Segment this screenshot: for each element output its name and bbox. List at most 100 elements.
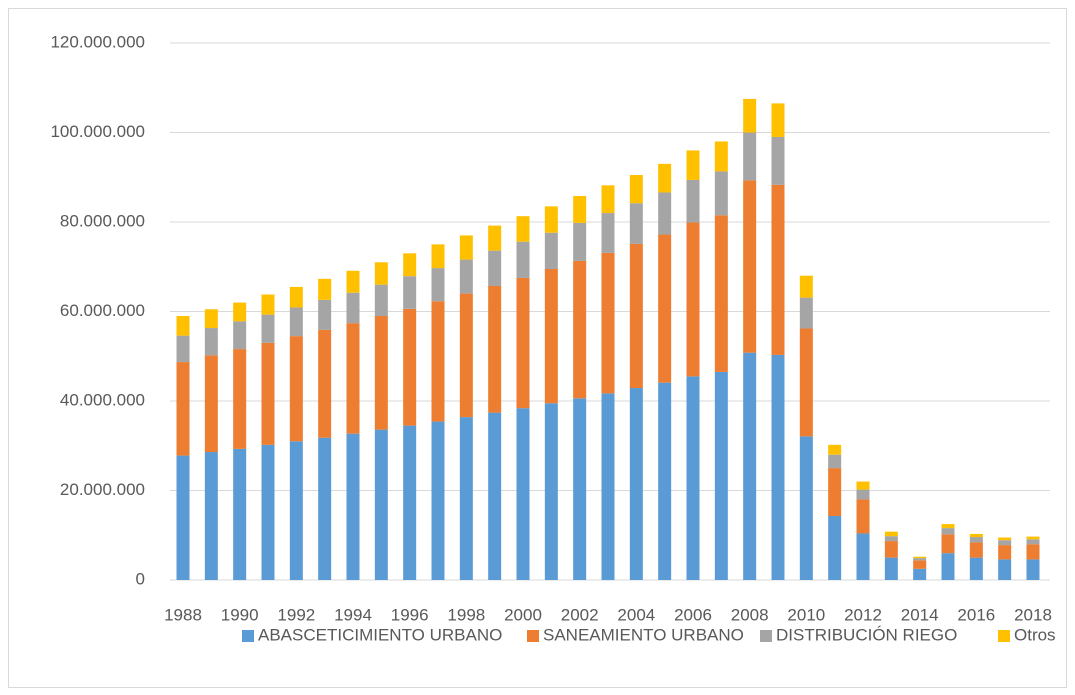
x-tick-label: 2012	[844, 605, 882, 624]
bar-segment	[629, 388, 643, 580]
bar-segment	[771, 354, 785, 580]
bar-segment	[573, 196, 587, 223]
bar-segment	[1026, 536, 1040, 540]
bar-segment	[176, 315, 190, 336]
x-tick-label: 2004	[617, 605, 655, 624]
bar-segment	[374, 315, 388, 430]
bar-segment	[346, 270, 360, 293]
bar-segment	[573, 260, 587, 399]
y-tick-label: 100.000.000	[50, 122, 145, 141]
bar-segment	[346, 292, 360, 324]
bar-segment	[233, 302, 247, 322]
bar-segment	[233, 349, 247, 449]
x-tick-label: 1994	[334, 605, 372, 624]
bar-segment	[941, 524, 955, 529]
bar-segment	[969, 533, 983, 538]
y-tick-label: 40.000.000	[60, 390, 145, 409]
bar-segment	[686, 222, 700, 377]
bar-segment	[771, 103, 785, 137]
y-tick-label: 20.000.000	[60, 480, 145, 499]
legend-swatch	[242, 630, 254, 642]
bar-segment	[799, 328, 813, 437]
x-tick-label: 2000	[504, 605, 542, 624]
bar-segment	[856, 481, 870, 490]
bar-segment	[544, 206, 558, 233]
bar-segment	[799, 275, 813, 298]
bar-segment	[544, 268, 558, 404]
bar-segment	[941, 534, 955, 554]
bar-segment	[403, 253, 417, 277]
bar-segment	[714, 371, 728, 580]
bar-segment	[658, 163, 672, 193]
bar-segment	[289, 441, 303, 580]
bar-segment	[431, 421, 445, 580]
bar-segment	[743, 132, 757, 181]
x-tick-label: 2002	[561, 605, 599, 624]
bar-segment	[204, 309, 218, 329]
bar-segment	[969, 537, 983, 543]
bar-segment	[318, 437, 332, 580]
y-tick-label: 0	[136, 569, 145, 588]
bar-segment	[629, 243, 643, 389]
bar-segment	[686, 150, 700, 180]
bar-segment	[544, 232, 558, 269]
bar-segment	[913, 558, 927, 561]
x-tick-label: 2016	[957, 605, 995, 624]
bar-segment	[403, 276, 417, 309]
x-tick-label: 1998	[447, 605, 485, 624]
bar-segment	[204, 452, 218, 580]
bar-segment	[771, 136, 785, 185]
legend-label: Otros	[1014, 625, 1056, 644]
bar-segment	[998, 545, 1012, 560]
bar-segment	[346, 323, 360, 434]
bar-segment	[913, 568, 927, 580]
chart-border	[8, 8, 1067, 688]
bar-segment	[969, 542, 983, 558]
bar-segment	[204, 328, 218, 356]
bar-segment	[573, 222, 587, 261]
bar-segment	[856, 499, 870, 534]
bar-segment	[714, 215, 728, 372]
bar-segment	[233, 448, 247, 580]
bar-segment	[289, 336, 303, 442]
bar-segment	[856, 489, 870, 500]
bar-segment	[884, 541, 898, 558]
bar-segment	[346, 433, 360, 580]
bar-segment	[573, 398, 587, 580]
legend-label: SANEAMIENTO URBANO	[543, 625, 744, 644]
bar-segment	[374, 284, 388, 316]
bar-segment	[488, 412, 502, 580]
bar-segment	[261, 444, 275, 580]
bar-segment	[658, 192, 672, 235]
bar-segment	[176, 362, 190, 456]
bar-segment	[1026, 559, 1040, 580]
x-tick-label: 1990	[221, 605, 259, 624]
bar-segment	[289, 307, 303, 337]
legend-swatch	[527, 630, 539, 642]
bar-segment	[658, 382, 672, 580]
bar-segment	[601, 393, 615, 580]
bar-segment	[431, 244, 445, 269]
bar-segment	[516, 241, 530, 278]
bar-segment	[771, 184, 785, 355]
bar-segment	[1026, 539, 1040, 545]
y-tick-label: 60.000.000	[60, 301, 145, 320]
bar-segment	[261, 342, 275, 445]
legend-label: DISTRIBUCIÓN RIEGO	[776, 625, 957, 644]
bar-segment	[799, 297, 813, 329]
bar-segment	[828, 444, 842, 455]
x-tick-label: 1996	[391, 605, 429, 624]
bar-segment	[799, 436, 813, 580]
bar-segment	[374, 262, 388, 285]
bar-segment	[884, 531, 898, 537]
bar-segment	[714, 141, 728, 172]
bar-segment	[743, 352, 757, 580]
x-tick-label: 1992	[277, 605, 315, 624]
bar-segment	[969, 557, 983, 580]
bar-segment	[459, 417, 473, 580]
bar-segment	[913, 556, 927, 559]
bar-segment	[488, 250, 502, 286]
bar-segment	[431, 268, 445, 302]
y-tick-label: 120.000.000	[50, 32, 145, 51]
